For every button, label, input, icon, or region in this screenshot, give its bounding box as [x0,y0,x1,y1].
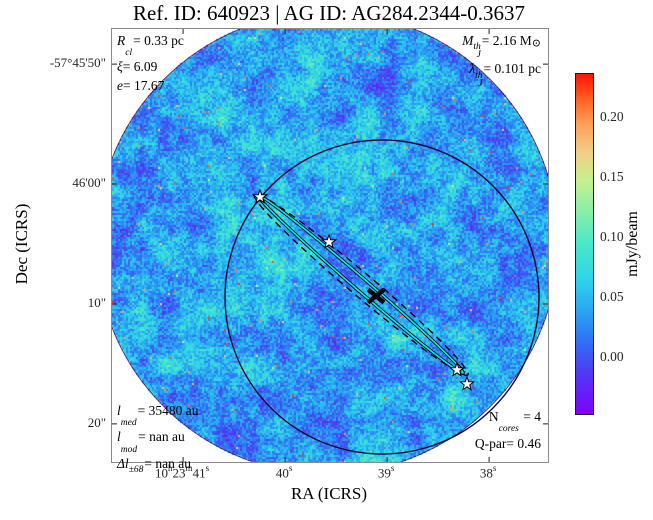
core-star-marker [251,188,269,204]
core-star-marker [320,233,338,249]
colorbar-tick-label: 0.05 [600,289,624,304]
x-tick-label: 10h23m41s [155,463,210,481]
y-tick-label: 10" [87,294,106,310]
annotation-qpar: Q-par= 0.46 [475,433,541,455]
value-text: = 17.67 [123,78,165,94]
var-symbol: Q-par [474,436,507,452]
var-symbol: l [117,403,121,418]
colorbar [575,73,594,415]
subsup: ±68 [128,464,144,475]
subsup: mod [120,444,138,455]
var-symbol: ξ [117,59,123,75]
subsup: th J [475,70,483,89]
var-symbol: M [462,33,474,48]
value-text: = 2.16 M [481,33,532,48]
var-symbol: λ [469,61,476,77]
cluster-circle [224,139,540,455]
annotation-lmod: l mod = nan au [117,427,198,455]
figure-title: Ref. ID: 640923 | AG ID: AG284.2344-0.36… [132,1,526,25]
x-tick-label: 39s [377,463,395,481]
annotation-jeans-length: λ th J = 0.101 pc [462,59,541,89]
var-symbol: l [117,429,121,445]
x-tick-label: 40s [275,463,293,481]
annotation-bottom-left: l med = 35480 au l mod = nan au Δl ±68 = nan a… [117,401,198,482]
overlay-svg [112,29,548,462]
annotation-e: e= 17.67 [117,76,184,95]
core-star-marker [448,361,466,377]
var-symbol: R [117,33,126,48]
value-text: = 6.09 [122,59,158,75]
x-axis-label: RA (ICRS) [290,484,368,503]
y-tick-label: -57°45'50" [49,55,106,71]
value-text: = 4 [519,409,541,424]
core-star-marker [458,375,476,391]
y-axis-label: Dec (ICRS) [12,203,31,285]
annotation-dl68: Δl ±68 = nan au [117,454,198,482]
filament-ellipse-dashed [253,193,469,376]
value-text: = nan au [138,429,185,445]
x-tick-label: 38s [479,463,497,481]
y-tick-label: 20" [87,414,106,430]
filament-ellipse-edge [257,194,465,375]
center-x-marker [366,287,386,305]
colorbar-tick-label: 0.00 [600,348,624,364]
subsup: med [120,418,137,429]
sun-symbol: ⊙ [531,37,541,50]
annotation-lmed: l med = 35480 au [117,401,199,429]
subsup: th J [473,42,481,61]
subsup: cl [125,48,133,59]
var-symbol: N [488,409,499,424]
subsup: cores [498,424,519,435]
var-symbol: Δl [117,455,129,471]
y-tick-label: 46'00" [72,175,106,190]
colorbar-tick-label: 0.10 [600,229,624,245]
colorbar-tick-label: 0.20 [600,109,624,125]
value-text: = 0.46 [506,436,541,452]
colorbar-tick-label: 0.15 [600,168,624,184]
annotation-xi: ξ= 6.09 [117,57,184,76]
filament-ellipse-solid [258,195,464,374]
value-text: = nan au [144,455,192,471]
colorbar-label: mJy/beam [624,211,641,277]
value-text: = 0.33 pc [133,33,184,48]
value-text: = 0.101 pc [483,61,541,77]
value-text: = 35480 au [137,403,199,418]
plot-area [111,28,549,463]
var-symbol: e [117,78,123,94]
